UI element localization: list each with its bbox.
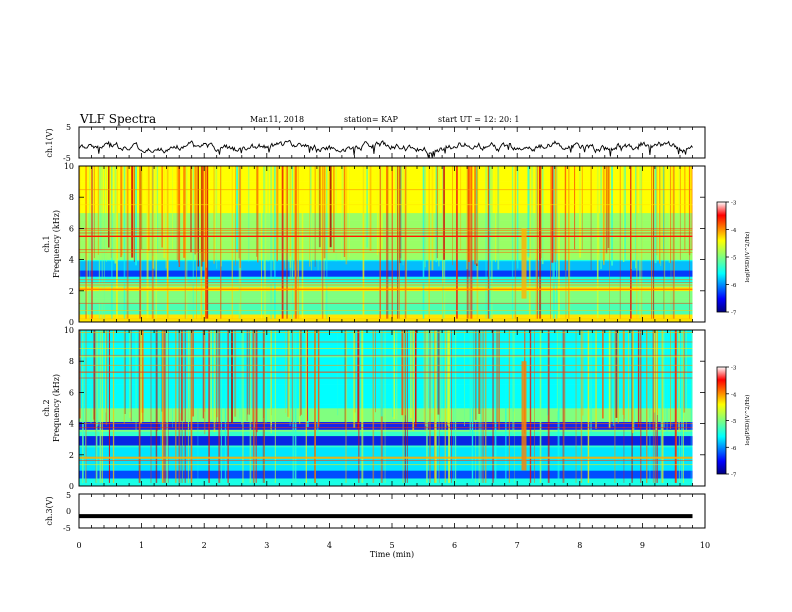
colorbar-tick-label: -4 xyxy=(731,228,737,234)
x-tick-label: 3 xyxy=(264,541,269,550)
y-tick-label: 0 xyxy=(69,482,74,491)
start-time-label: start UT = 12: 20: 1 xyxy=(438,115,519,124)
y-tick-label: 10 xyxy=(64,162,74,171)
x-tick-labels: 0 1 2 3 4 5 6 7 8 9 10 xyxy=(76,541,710,550)
y-tick-label: 2 xyxy=(69,451,74,460)
x-tick-label: 10 xyxy=(700,541,710,550)
y-tick-label: 8 xyxy=(69,193,74,202)
y-tick-label: 6 xyxy=(69,388,74,397)
x-tick-label: 6 xyxy=(452,541,457,550)
colorbar-ch1-gradient xyxy=(716,201,727,313)
colorbar-tick-label: -7 xyxy=(731,311,737,317)
ch1-spectrogram-yticklabels: 0 2 4 6 8 10 xyxy=(64,162,705,327)
ch1-ylabel: ch.1(V) xyxy=(45,128,54,157)
date-label: Mar.11, 2018 xyxy=(250,115,304,124)
ch1-signal-line xyxy=(78,139,693,158)
ch2-spectrogram-ticks xyxy=(78,330,706,486)
ch3-axes-frame xyxy=(78,493,706,529)
ch1-time-series-panel: 5 -5 ch.1(V) xyxy=(45,123,706,163)
ch2-spectrogram-panel: 0 2 4 6 8 10 ch.2 Frequency (kHz) xyxy=(42,326,706,491)
ch1-spectrogram-ylabel-frequency: Frequency (kHz) xyxy=(52,210,61,278)
ch3-time-series-panel: 5 0 -5 ch.3(V) xyxy=(45,491,706,533)
y-tick-label: 10 xyxy=(64,326,74,335)
station-label: station= KAP xyxy=(344,115,399,124)
ch1-spectrogram-panel: 0 2 4 6 8 10 ch.1 Frequency (kHz) xyxy=(42,162,706,327)
x-tick-label: 8 xyxy=(577,541,582,550)
colorbar-tick-label: -3 xyxy=(731,201,737,207)
colorbar-ch2: -3 -4 -5 -6 -7 log(PSD)(V^2/Hz) xyxy=(716,366,751,479)
ch3-ticks xyxy=(78,494,706,528)
colorbar-tick-label: -6 xyxy=(731,446,737,452)
ch1-ytick-bottom: -5 xyxy=(63,154,71,163)
x-tick-label: 2 xyxy=(202,541,207,550)
y-tick-label: 2 xyxy=(69,287,74,296)
x-tick-label: 7 xyxy=(515,541,520,550)
ch3-ytick-bottom: -5 xyxy=(63,524,71,533)
colorbar-ch1: -3 -4 -5 -6 -7 log(PSD)(V^2/Hz) xyxy=(716,201,751,317)
colorbar-tick-label: -5 xyxy=(731,256,737,262)
ch1-spectrogram-ylabel-channel: ch.1 xyxy=(42,235,51,252)
x-tick-label: 1 xyxy=(139,541,144,550)
colorbar-ch2-gradient xyxy=(716,366,727,475)
ch2-spectrogram-yticklabels: 0 2 4 6 8 10 xyxy=(64,326,705,491)
x-axis-label: Time (min) xyxy=(370,550,414,559)
ch3-ytick-middle: 0 xyxy=(66,507,71,516)
y-tick-label: 8 xyxy=(69,357,74,366)
colorbar-ch1-label: log(PSD)(V^2/Hz) xyxy=(744,232,751,283)
ch3-ylabel: ch.3(V) xyxy=(45,496,54,525)
ch1-spectrogram-image xyxy=(79,166,705,323)
ch3-ytick-top: 5 xyxy=(66,491,71,500)
x-tick-label: 9 xyxy=(640,541,645,550)
y-tick-label: 4 xyxy=(69,256,74,265)
ch2-spectrogram-ylabel-frequency: Frequency (kHz) xyxy=(52,374,61,442)
colorbar-ch2-label: log(PSD)(V^2/Hz) xyxy=(744,395,751,446)
x-tick-label: 0 xyxy=(76,541,81,550)
colorbar-ch2-ticks: -3 -4 -5 -6 -7 xyxy=(726,366,737,479)
ch2-spectrogram-image xyxy=(79,330,705,487)
colorbar-tick-label: -4 xyxy=(731,392,737,398)
colorbar-tick-label: -3 xyxy=(731,366,737,372)
ch1-ticks xyxy=(78,127,706,158)
y-tick-label: 6 xyxy=(69,224,74,233)
ch1-spectrogram-ticks xyxy=(78,166,706,322)
colorbar-ch1-ticks: -3 -4 -5 -6 -7 xyxy=(726,201,737,317)
x-tick-label: 4 xyxy=(327,541,332,550)
figure-title: VLF Spectra xyxy=(79,112,156,126)
ch2-spectrogram-ylabel-channel: ch.2 xyxy=(42,399,51,416)
colorbar-tick-label: -5 xyxy=(731,419,737,425)
y-tick-label: 0 xyxy=(69,318,74,327)
colorbar-tick-label: -7 xyxy=(731,473,737,479)
ch1-ytick-top: 5 xyxy=(66,123,71,132)
colorbar-tick-label: -6 xyxy=(731,283,737,289)
x-tick-label: 5 xyxy=(389,541,394,550)
y-tick-label: 4 xyxy=(69,420,74,429)
